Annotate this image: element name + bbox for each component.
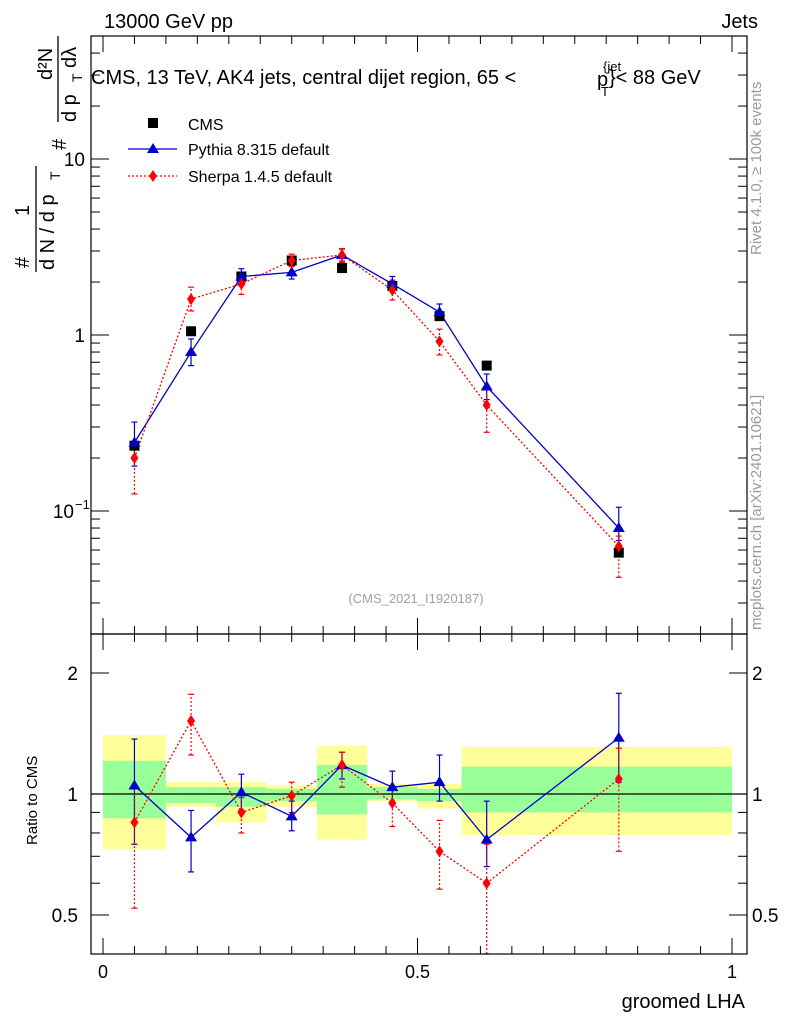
pythia-main-point-1 xyxy=(185,346,198,357)
pythia-ratio-point-2 xyxy=(235,786,248,797)
chart-title-sup: {jet xyxy=(603,59,621,74)
main-ticks xyxy=(91,35,747,635)
sherpa-main-point-2 xyxy=(237,277,246,290)
main-plot-content xyxy=(128,247,625,578)
chart-title-main: CMS, 13 TeV, AK4 jets, central dijet reg… xyxy=(91,67,516,89)
ylabel-hash-2: # xyxy=(49,138,71,150)
ratio-ytick-label-left-2: 2 xyxy=(67,664,78,685)
ylabel-denominator: d N / d p xyxy=(37,194,59,270)
ylabel-denominator-sub: T xyxy=(47,171,63,180)
cms-point-6 xyxy=(434,311,445,322)
sherpa-main-point-7 xyxy=(482,399,491,412)
ylabel-hash-1: # xyxy=(12,256,34,268)
pythia-ratio-point-7 xyxy=(480,833,493,844)
sherpa-ratio-point-2 xyxy=(237,806,246,819)
main-ytick-label-1: 1 xyxy=(74,326,85,347)
chart-title-sub: T xyxy=(601,84,609,99)
ratio-ticks xyxy=(91,634,747,955)
pythia-main-point-3 xyxy=(285,266,298,277)
sherpa-main-point-8 xyxy=(614,540,623,553)
sherpa-main-point-6 xyxy=(435,335,444,348)
ylabel-d2n: d²N xyxy=(35,48,57,80)
sherpa-ratio-point-5 xyxy=(388,796,397,809)
sherpa-main-point-5 xyxy=(388,284,397,297)
analysis-id: (CMS_2021_I1920187) xyxy=(348,591,483,606)
sherpa-ratio-point-3 xyxy=(287,789,296,802)
chart-title: CMS, 13 TeV, AK4 jets, central dijet reg… xyxy=(91,59,701,99)
ratio-y-tick-labels: 0.5 0.5 1 1 2 2 xyxy=(52,664,779,927)
pythia-ratio-point-5 xyxy=(386,781,399,792)
main-ytick-label-0: 10 xyxy=(53,502,74,523)
main-ylabel: # 1 d N / d p T # d²N d p T dλ xyxy=(12,36,85,272)
chart-title-end: }< 88 GeV xyxy=(609,67,701,89)
legend-cms-label: CMS xyxy=(188,117,224,134)
x-axis-label: groomed LHA xyxy=(622,991,746,1013)
legend-cms-marker xyxy=(148,118,158,128)
ratio-ytick-label-left-1: 1 xyxy=(67,785,78,806)
main-ytick-label-2: 10 xyxy=(64,150,85,171)
sherpa-ratio-point-1 xyxy=(187,714,196,727)
legend-pythia-label: Pythia 8.315 default xyxy=(188,142,330,159)
header-left: 13000 GeV pp xyxy=(104,11,233,33)
x-tick-label-2: 1 xyxy=(727,962,737,982)
pythia-ratio-point-0 xyxy=(128,779,141,790)
ylabel-dpt: d p xyxy=(59,94,81,122)
pythia-main-line xyxy=(133,254,620,529)
ratio-ylabel: Ratio to CMS xyxy=(24,756,41,845)
sherpa-ratio-point-7 xyxy=(482,877,491,890)
sherpa-ratio-point-6 xyxy=(435,845,444,858)
sherpa-main-point-0 xyxy=(130,452,139,465)
pythia-main-point-6 xyxy=(433,306,446,317)
x-tick-label-0: 0 xyxy=(98,962,108,982)
sherpa-ratio-point-0 xyxy=(130,816,139,829)
main-ytick-label-exp-0: −1 xyxy=(75,497,90,512)
ratio-plot-content xyxy=(91,692,747,955)
ylabel-dpt-sub: T xyxy=(69,73,85,82)
cms-point-8 xyxy=(613,547,624,558)
sherpa-main-line xyxy=(133,254,620,547)
ratio-ytick-label-right-0: 0.5 xyxy=(752,906,778,927)
mcplots-label: mcplots.cern.ch [arXiv:2401.10621] xyxy=(748,395,765,630)
pythia-main-point-5 xyxy=(386,277,399,288)
ylabel-one: 1 xyxy=(12,205,34,216)
cms-point-4 xyxy=(337,263,348,274)
pythia-main-point-2 xyxy=(235,270,248,281)
ratio-ytick-label-right-1: 1 xyxy=(752,785,763,806)
pythia-main-point-8 xyxy=(612,522,625,533)
sherpa-ratio-point-4 xyxy=(338,759,347,772)
legend-pythia-marker xyxy=(147,143,159,153)
sherpa-main-point-1 xyxy=(187,293,196,306)
sherpa-main-point-3 xyxy=(287,254,296,267)
ratio-ytick-label-left-0: 0.5 xyxy=(52,906,78,927)
legend-sherpa-label: Sherpa 1.4.5 default xyxy=(188,169,333,186)
sherpa-main-point-4 xyxy=(338,248,347,261)
pythia-ratio-point-6 xyxy=(433,776,446,787)
band-inner-7 xyxy=(461,766,732,813)
legend: CMS Pythia 8.315 default Sherpa 1.4.5 de… xyxy=(128,117,333,186)
pythia-ratio-point-1 xyxy=(185,831,198,842)
legend-sherpa-marker xyxy=(149,170,157,182)
rivet-label: Rivet 4.1.0, ≥ 100k events xyxy=(748,82,765,255)
x-tick-label-1: 0.5 xyxy=(405,962,430,982)
pythia-main-point-7 xyxy=(480,380,493,391)
cms-point-1 xyxy=(186,326,197,337)
band-inner-1 xyxy=(165,787,217,803)
chart-title-p: p xyxy=(597,69,608,91)
ratio-ytick-label-right-2: 2 xyxy=(752,664,763,685)
ratio-panel: 0.5 0.5 1 1 2 2 xyxy=(52,633,779,955)
x-tick-labels: 0 0.5 1 xyxy=(98,962,737,982)
ylabel-dlambda: dλ xyxy=(59,47,81,68)
sherpa-ratio-point-8 xyxy=(614,772,623,785)
pythia-ratio-point-8 xyxy=(612,731,625,742)
pythia-main-point-0 xyxy=(128,436,141,447)
header-right: Jets xyxy=(721,11,758,33)
cms-point-7 xyxy=(481,360,492,371)
pythia-ratio-point-3 xyxy=(285,810,298,821)
